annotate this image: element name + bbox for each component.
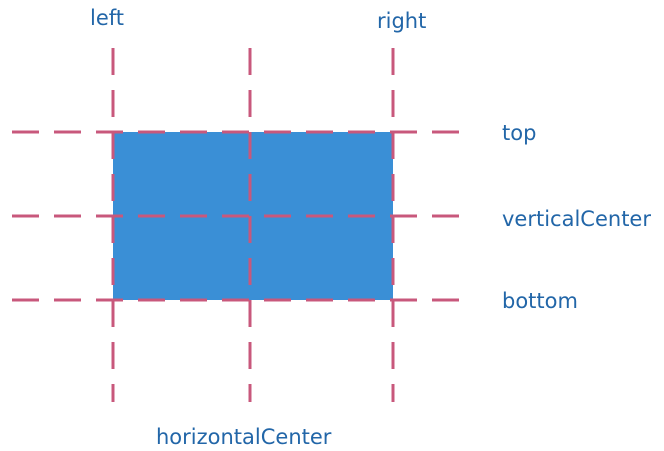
top-label: top (502, 121, 536, 145)
right-label: right (377, 9, 426, 33)
horizontal-center-label: horizontalCenter (156, 425, 332, 449)
left-label: left (90, 6, 124, 30)
bottom-label: bottom (502, 289, 578, 313)
vertical-center-label: verticalCenter (502, 207, 651, 231)
